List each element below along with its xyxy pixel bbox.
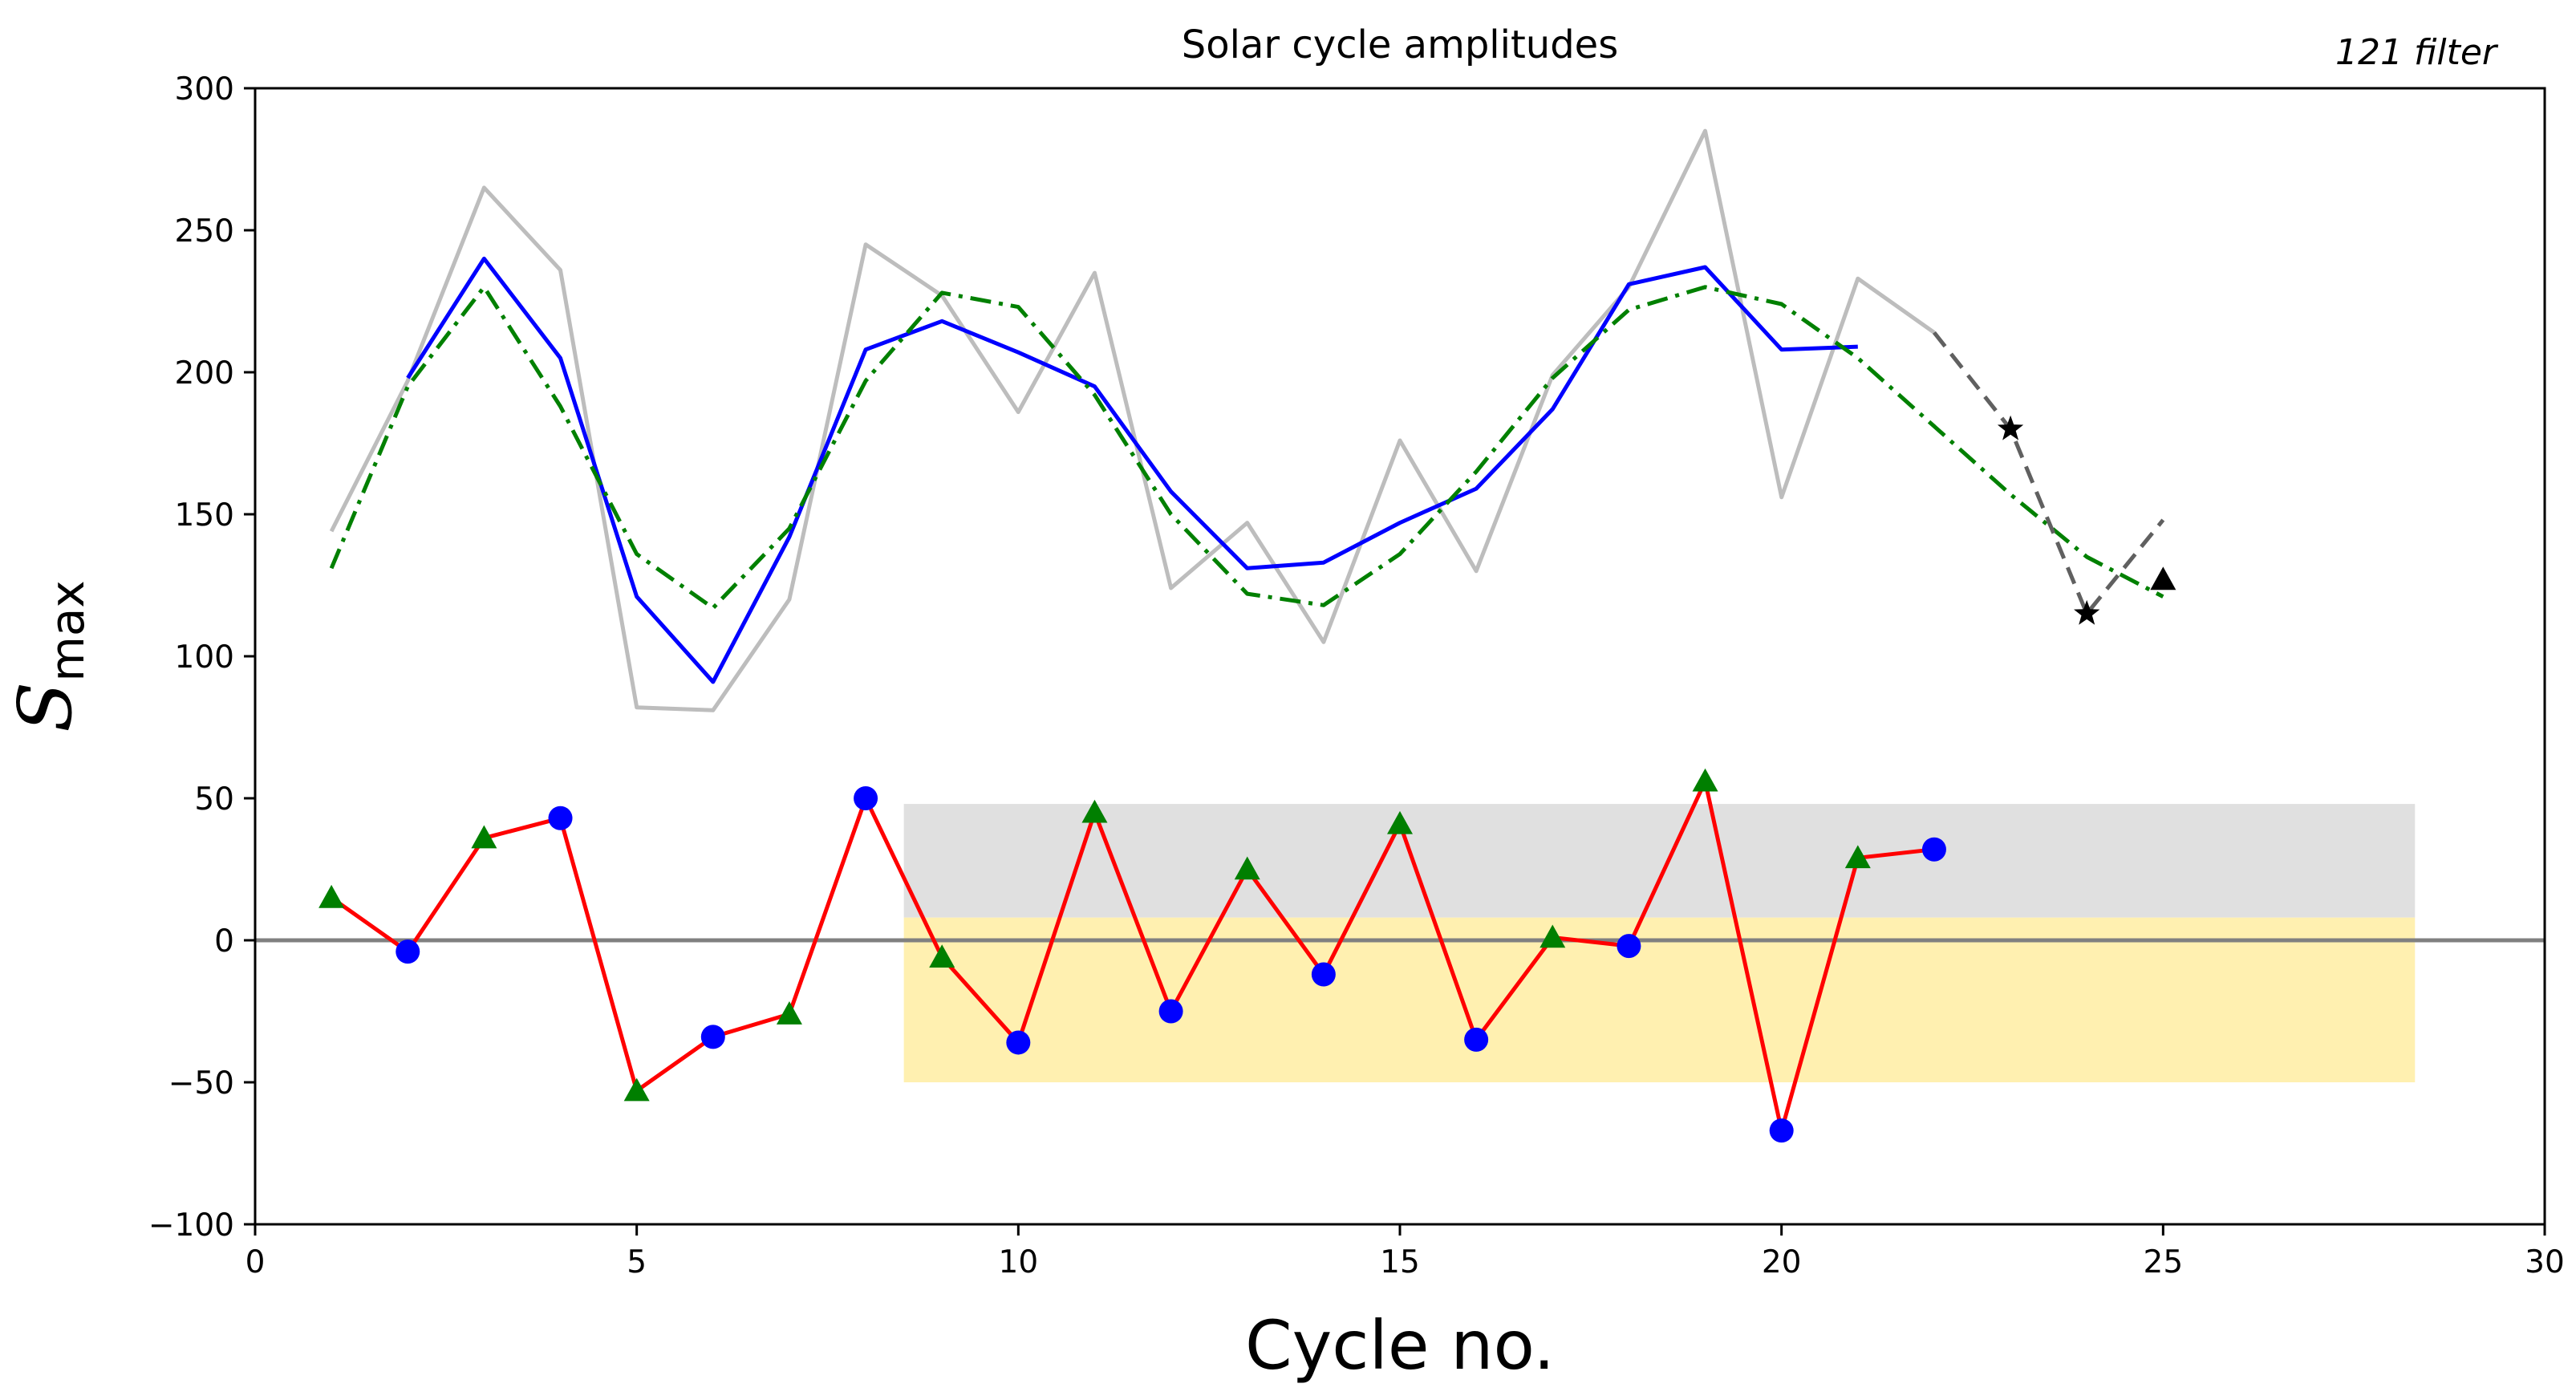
triangle-marker: [471, 825, 497, 849]
x-axis-ticks: 0 5 10 15 20 25 30: [245, 1224, 2565, 1280]
x-tick-label: 5: [627, 1244, 647, 1280]
series-line-1: [329, 128, 1936, 712]
triangle-marker: [1844, 845, 1871, 869]
circle-marker: [1921, 837, 1946, 862]
triangle-marker: [2150, 566, 2176, 590]
y-tick-label: 200: [175, 355, 234, 392]
x-axis-label: Cycle no.: [1245, 1306, 1555, 1385]
series-line-4: [1932, 331, 2165, 616]
triangle-marker: [1387, 810, 1413, 834]
circle-marker: [1158, 999, 1183, 1024]
y-tick-label: −100: [148, 1207, 234, 1244]
triangle-marker: [1540, 924, 1566, 948]
y-axis-ticks: −100 −50 0 50 100 150 200 250 300: [148, 71, 255, 1244]
triangle-marker: [1234, 856, 1260, 880]
x-tick-label: 10: [999, 1244, 1039, 1280]
shaded-region-2: [903, 917, 2416, 1082]
series-line-3: [329, 285, 2164, 611]
y-tick-label: −50: [168, 1065, 234, 1102]
circle-marker: [1006, 1030, 1031, 1055]
x-tick-label: 20: [1762, 1244, 1802, 1280]
star-marker: [2074, 599, 2100, 625]
y-axis-label: Smax: [2, 580, 95, 732]
series-line-5: [330, 779, 1935, 1133]
x-tick-label: 15: [1380, 1244, 1420, 1280]
series-markers: [318, 415, 2176, 1143]
y-tick-label: 100: [175, 639, 234, 676]
triangle-marker: [623, 1077, 650, 1102]
triangle-marker: [1081, 799, 1108, 823]
x-tick-label: 0: [245, 1244, 266, 1280]
star-marker: [1997, 415, 2024, 440]
x-tick-label: 25: [2144, 1244, 2184, 1280]
shaded-regions: [903, 804, 2416, 1082]
y-tick-label: 300: [175, 71, 234, 108]
circle-marker: [1617, 934, 1641, 959]
triangle-marker: [929, 944, 955, 968]
circle-marker: [396, 939, 420, 964]
y-tick-label: 50: [194, 781, 234, 818]
circle-marker: [700, 1025, 725, 1049]
series-line-2: [406, 256, 1858, 684]
chart-title: Solar cycle amplitudes: [1182, 22, 1618, 67]
circle-marker: [548, 806, 573, 830]
y-axis-label-main: S: [2, 682, 88, 732]
x-tick-label: 30: [2525, 1244, 2565, 1280]
circle-marker: [1311, 962, 1336, 987]
y-axis-label-sub: max: [40, 580, 95, 681]
circle-marker: [1464, 1027, 1489, 1052]
series-lines: [329, 128, 2165, 1133]
circle-marker: [1769, 1118, 1794, 1143]
triangle-marker: [318, 884, 345, 908]
triangle-marker: [776, 1001, 802, 1025]
shaded-region-1: [903, 804, 2416, 918]
y-tick-label: 250: [175, 213, 234, 250]
y-tick-label: 150: [175, 497, 234, 534]
circle-marker: [854, 786, 878, 810]
filter-annotation: 121 filter: [2335, 32, 2499, 73]
triangle-marker: [1692, 768, 1718, 792]
y-tick-label: 0: [214, 923, 234, 960]
